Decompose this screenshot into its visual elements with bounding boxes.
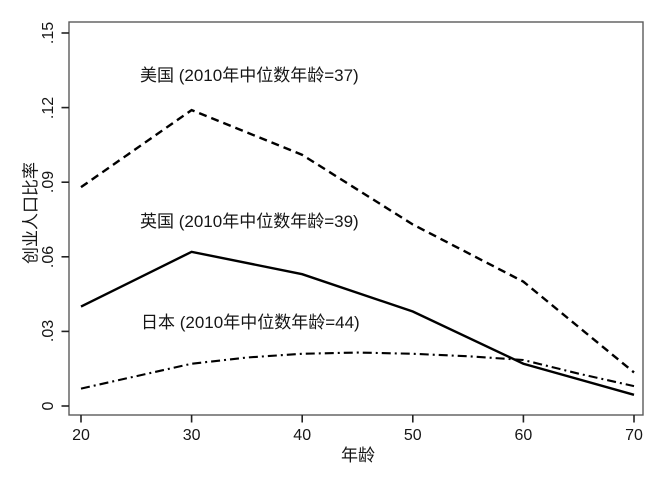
x-tick-label: 50 <box>403 427 422 444</box>
x-axis-title: 年龄 <box>341 446 375 465</box>
series-label-japan: 日本 (2010年中位数年龄=44) <box>141 313 360 332</box>
y-tick-label: .12 <box>40 96 57 119</box>
x-tick-label: 40 <box>293 427 312 444</box>
series-label-uk: 英国 (2010年中位数年龄=39) <box>140 212 359 231</box>
series-line-英国 <box>80 250 635 396</box>
x-tick-label: 60 <box>514 427 533 444</box>
y-tick-label: .06 <box>40 245 57 268</box>
series-line-美国 <box>80 108 635 374</box>
series-line-日本 <box>80 351 635 390</box>
x-tick-label: 70 <box>625 427 643 444</box>
y-tick-label: .03 <box>40 320 57 343</box>
y-tick-label: .15 <box>40 21 57 45</box>
y-tick-label: 0 <box>40 401 57 411</box>
y-tick-label: .09 <box>40 171 57 194</box>
x-tick-label: 20 <box>72 427 90 444</box>
plot-border <box>68 21 644 416</box>
y-axis-title: 创业人口比率 <box>21 162 41 264</box>
x-tick-label: 30 <box>182 427 201 444</box>
series-label-usa: 美国 (2010年中位数年龄=37) <box>140 66 359 85</box>
